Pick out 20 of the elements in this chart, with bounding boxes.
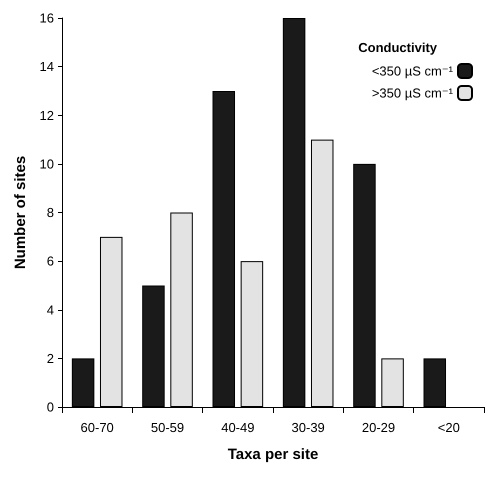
legend-label: <350 µS cm⁻¹ [372, 64, 454, 78]
x-tick-label: 60-70 [80, 420, 114, 435]
y-tick-label: 6 [46, 254, 54, 269]
legend-title: Conductivity [358, 40, 438, 55]
y-tick-label: 16 [40, 10, 54, 26]
y-tick-label: 10 [40, 156, 54, 172]
x-axis-title: Taxa per site [228, 446, 318, 463]
y-axis-title: Number of sites [12, 156, 29, 270]
y-tick-label: 4 [46, 302, 54, 318]
y-tick-label: 8 [46, 205, 54, 220]
x-tick-label: 20-29 [362, 420, 396, 435]
x-tick-label: 50-59 [150, 420, 184, 435]
y-tick-label: 12 [40, 108, 54, 123]
x-tick-label: 30-39 [292, 420, 325, 435]
y-tick-label: 0 [46, 400, 54, 414]
x-tick-label: 40-49 [221, 420, 254, 435]
x-tick-label: <20 [438, 420, 460, 435]
y-tick-label: 14 [40, 59, 54, 74]
y-tick-label: 2 [46, 350, 54, 366]
legend-label: >350 µS cm⁻¹ [372, 86, 454, 100]
